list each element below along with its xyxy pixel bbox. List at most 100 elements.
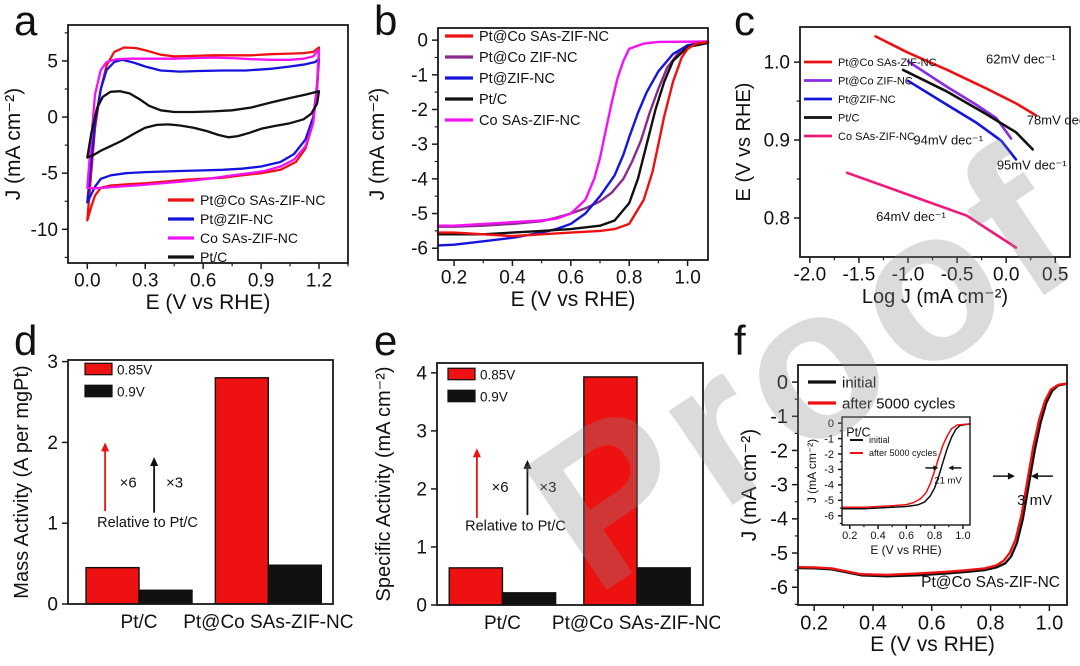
svg-text:E (V vs RHE): E (V vs RHE) <box>870 633 995 656</box>
svg-text:0.85V: 0.85V <box>480 367 515 382</box>
svg-text:Pt@Co SAs-ZIF-NC: Pt@Co SAs-ZIF-NC <box>838 57 937 69</box>
svg-text:initial: initial <box>842 374 876 391</box>
svg-text:-5: -5 <box>824 495 834 507</box>
svg-text:Co SAs-ZIF-NC: Co SAs-ZIF-NC <box>200 230 298 246</box>
svg-text:Pt@Co SAs-ZIF-NC: Pt@Co SAs-ZIF-NC <box>921 574 1060 591</box>
svg-text:Pt@Co ZIF-NC: Pt@Co ZIF-NC <box>479 50 578 66</box>
svg-text:E (V vs RHE): E (V vs RHE) <box>146 291 271 314</box>
svg-text:-3: -3 <box>770 474 788 496</box>
panel-c-label: c <box>734 0 755 44</box>
svg-text:0: 0 <box>417 31 428 52</box>
svg-text:1.0: 1.0 <box>1035 612 1063 634</box>
svg-text:-4: -4 <box>770 509 788 531</box>
svg-text:1.0: 1.0 <box>955 530 970 542</box>
svg-text:×6: ×6 <box>492 479 509 496</box>
svg-text:Log J (mA cm⁻²): Log J (mA cm⁻²) <box>862 286 1008 308</box>
chart-e: Pt/C Pt@Co SAs-ZIF-NC 0 1 2 3 4 Specific Activi… <box>373 362 720 634</box>
svg-text:0.8: 0.8 <box>977 612 1005 634</box>
svg-text:-1: -1 <box>824 433 834 445</box>
chart-b: 0.2 0.4 0.6 0.8 1.0 0 -1 -2 -3 -4 -5 -6 E (V vs RHE)… <box>366 27 710 311</box>
svg-text:Pt/C: Pt/C <box>484 613 521 634</box>
svg-text:62mV dec⁻¹: 62mV dec⁻¹ <box>986 52 1056 67</box>
svg-text:0: 0 <box>416 595 427 616</box>
svg-text:Specific Activity (mA cm⁻²): Specific Activity (mA cm⁻²) <box>373 366 395 601</box>
svg-text:1.0: 1.0 <box>674 267 700 288</box>
svg-text:-5: -5 <box>411 204 428 225</box>
svg-text:after 5000 cycles: after 5000 cycles <box>869 448 938 458</box>
svg-text:Relative to Pt/C: Relative to Pt/C <box>465 519 566 535</box>
svg-text:1: 1 <box>416 537 427 558</box>
svg-text:J (mA cm⁻²): J (mA cm⁻²) <box>805 439 819 503</box>
svg-text:0.6: 0.6 <box>558 267 584 288</box>
svg-text:×3: ×3 <box>539 479 556 496</box>
svg-text:0: 0 <box>47 108 58 129</box>
svg-text:-2: -2 <box>824 449 834 461</box>
svg-text:Pt@ZIF-NC: Pt@ZIF-NC <box>200 211 273 227</box>
svg-text:0.2: 0.2 <box>800 612 828 634</box>
svg-text:Pt@ZIF-NC: Pt@ZIF-NC <box>838 94 896 106</box>
svg-text:0.9: 0.9 <box>248 270 274 291</box>
svg-text:-1.0: -1.0 <box>892 264 925 285</box>
panel-a: 0.0 0.3 0.6 0.9 1.2 -10 -5 0 5 E (V vs RHE) J (mA … <box>0 0 360 320</box>
svg-text:3: 3 <box>47 352 58 373</box>
svg-text:-6: -6 <box>770 577 788 599</box>
svg-text:0.4: 0.4 <box>499 267 526 288</box>
svg-text:0.8: 0.8 <box>616 267 642 288</box>
svg-text:2: 2 <box>416 479 427 500</box>
svg-text:E (V vs RHE): E (V vs RHE) <box>511 288 636 311</box>
panel-d: Pt/C Pt@Co SAs-ZIF-NC 0 1 2 3 Mass Activity (A… <box>0 320 360 666</box>
svg-text:J (mA cm⁻²): J (mA cm⁻²) <box>366 88 389 201</box>
svg-text:Relative to Pt/C: Relative to Pt/C <box>97 515 198 531</box>
svg-text:Pt/C: Pt/C <box>121 612 158 633</box>
svg-text:Pt@Co SAs-ZIF-NC: Pt@Co SAs-ZIF-NC <box>479 29 609 45</box>
svg-text:Pt/C: Pt/C <box>200 249 227 265</box>
panel-e-label: e <box>374 317 398 364</box>
svg-text:0.5: 0.5 <box>1042 264 1068 285</box>
svg-text:-2.0: -2.0 <box>793 264 826 285</box>
svg-text:initial: initial <box>869 435 890 445</box>
svg-text:0.9V: 0.9V <box>480 389 508 404</box>
svg-text:64mV dec⁻¹: 64mV dec⁻¹ <box>876 209 946 224</box>
svg-text:2: 2 <box>47 433 58 454</box>
panel-a-label: a <box>14 0 38 44</box>
chart-d: Pt/C Pt@Co SAs-ZIF-NC 0 1 2 3 Mass Activity (A… <box>11 352 353 633</box>
svg-text:1.0: 1.0 <box>764 53 790 74</box>
svg-text:0.9: 0.9 <box>764 131 790 152</box>
svg-text:0.4: 0.4 <box>870 530 885 542</box>
svg-text:21 mV: 21 mV <box>934 475 962 486</box>
svg-text:5: 5 <box>47 51 58 72</box>
svg-text:Pt/C: Pt/C <box>838 112 859 124</box>
svg-text:Pt@Co SAs-ZIF-NC: Pt@Co SAs-ZIF-NC <box>552 613 720 634</box>
svg-text:Pt@ZIF-NC: Pt@ZIF-NC <box>479 71 555 87</box>
svg-text:-10: -10 <box>31 220 58 241</box>
svg-text:×3: ×3 <box>166 475 183 492</box>
svg-text:-3: -3 <box>824 464 834 476</box>
svg-text:after 5000 cycles: after 5000 cycles <box>842 395 955 412</box>
svg-text:1: 1 <box>47 514 58 535</box>
svg-text:0.6: 0.6 <box>190 270 216 291</box>
svg-text:-4: -4 <box>411 169 428 190</box>
svg-text:0: 0 <box>828 418 834 430</box>
svg-text:Pt/C: Pt/C <box>846 425 870 439</box>
chart-a: 0.0 0.3 0.6 0.9 1.2 -10 -5 0 5 E (V vs RHE) J (mA … <box>2 24 349 314</box>
chart-c: -2.0 -1.5 -1.0 -0.5 0.0 0.5 0.8 0.9 1.0 Log J (mA… <box>733 26 1080 308</box>
svg-text:0.2: 0.2 <box>842 530 857 542</box>
svg-text:-5: -5 <box>770 543 788 565</box>
panel-b-label: b <box>374 0 398 44</box>
svg-text:78mV dec⁻¹: 78mV dec⁻¹ <box>1027 112 1080 127</box>
svg-text:0.0: 0.0 <box>993 264 1019 285</box>
svg-text:0.4: 0.4 <box>859 612 887 634</box>
svg-text:-1: -1 <box>411 65 428 86</box>
svg-text:Pt/C: Pt/C <box>479 92 507 108</box>
svg-text:J (mA cm⁻²): J (mA cm⁻²) <box>738 429 761 542</box>
svg-text:0.8: 0.8 <box>927 530 942 542</box>
panel-d-label: d <box>14 317 38 364</box>
svg-text:94mV dec⁻¹: 94mV dec⁻¹ <box>913 133 983 148</box>
svg-text:0: 0 <box>47 594 58 615</box>
svg-text:0.3: 0.3 <box>132 270 158 291</box>
svg-text:0.6: 0.6 <box>918 612 946 634</box>
svg-text:-1.5: -1.5 <box>843 264 876 285</box>
svg-text:0.2: 0.2 <box>441 267 467 288</box>
svg-text:0.9V: 0.9V <box>117 384 145 399</box>
